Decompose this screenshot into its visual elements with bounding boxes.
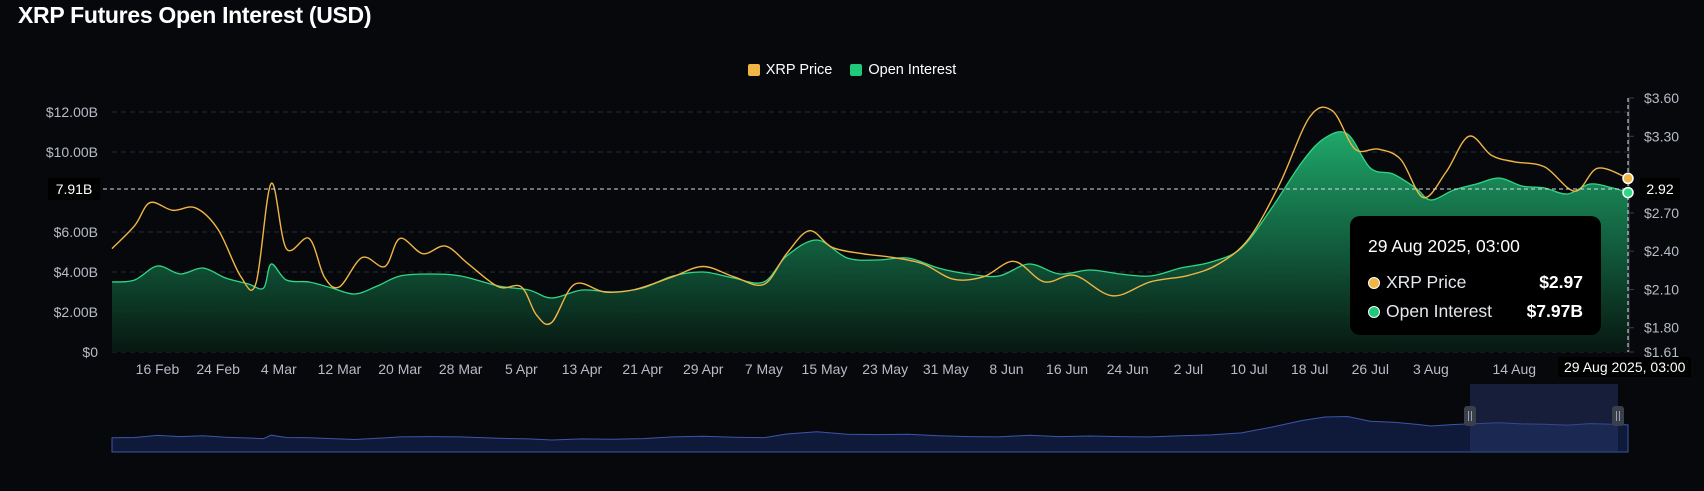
tooltip-value-open-interest: $7.97B	[1526, 301, 1583, 321]
crosshair-x-label: 29 Aug 2025, 03:00	[1558, 357, 1692, 377]
xrp-price-line	[111, 106, 1629, 326]
x-tick-label: 28 Mar	[439, 361, 483, 377]
y-left-tick-label: $4.00B	[54, 264, 98, 280]
navigator-handle-left[interactable]	[1464, 406, 1476, 426]
y-left-tick-label: $10.00B	[46, 144, 98, 160]
y-left-tick-label: $0	[82, 344, 98, 360]
x-tick-label: 29 Apr	[683, 361, 724, 377]
crosshair-right-value: 2.92	[1646, 181, 1673, 197]
legend-label-open-interest: Open Interest	[868, 62, 957, 78]
y-right-tick-label: $2.40	[1644, 243, 1679, 259]
x-tick-label: 24 Feb	[196, 361, 240, 377]
tooltip-label-price: XRP Price	[1386, 272, 1467, 292]
x-axis: 16 Feb 24 Feb 4 Mar 12 Mar 20 Mar 28 Mar 5 Apr…	[136, 361, 1536, 377]
crosshair: 7.91B 2.92	[48, 98, 1680, 352]
tooltip-row-open-interest: Open Interest $7.97B	[1368, 301, 1583, 322]
x-tick-label: 31 May	[923, 361, 969, 377]
crosshair-left-value: 7.91B	[56, 181, 93, 197]
legend-item-price[interactable]: XRP Price	[747, 62, 833, 78]
x-tick-label: 16 Feb	[136, 361, 180, 377]
x-tick-label: 7 May	[745, 361, 783, 377]
tooltip-dot-price	[1368, 276, 1380, 289]
x-tick-label: 15 May	[802, 361, 848, 377]
y-right-tick-label: $3.60	[1644, 90, 1679, 106]
open-interest-hover-marker	[1622, 186, 1634, 199]
legend-item-open-interest[interactable]: Open Interest	[850, 62, 956, 78]
y-left-tick-label: $6.00B	[54, 224, 98, 240]
y-axis-right: $1.61 $1.80 $2.10 $2.40 $2.70 $3.30 $3.60	[1628, 90, 1679, 360]
y-left-tick-label: $12.00B	[46, 104, 98, 120]
y-right-tick-label: $3.30	[1644, 128, 1679, 144]
navigator-area	[111, 415, 1629, 453]
tooltip-date: 29 Aug 2025, 03:00	[1368, 236, 1520, 256]
x-tick-label: 23 May	[862, 361, 908, 377]
x-tick-label: 14 Aug	[1492, 361, 1536, 377]
x-tick-label: 24 Jun	[1107, 361, 1149, 377]
x-tick-label: 18 Jul	[1291, 361, 1328, 377]
y-right-tick-label: $2.10	[1644, 281, 1679, 297]
price-hover-marker	[1622, 172, 1634, 185]
y-right-tick-label: $1.61	[1644, 344, 1679, 360]
x-tick-label: 20 Mar	[378, 361, 422, 377]
x-tick-label: 13 Apr	[562, 361, 603, 377]
tooltip-row-price: XRP Price $2.97	[1368, 272, 1583, 293]
y-right-tick-label: $1.80	[1644, 320, 1679, 336]
x-tick-label: 21 Apr	[622, 361, 663, 377]
tooltip-dot-open-interest	[1368, 305, 1380, 318]
x-tick-label: 26 Jul	[1352, 361, 1389, 377]
x-tick-label: 16 Jun	[1046, 361, 1088, 377]
y-right-tick-label: $2.70	[1644, 205, 1679, 221]
chart-title: XRP Futures Open Interest (USD)	[18, 2, 372, 28]
x-tick-label: 12 Mar	[318, 361, 362, 377]
legend-swatch-price	[747, 64, 760, 76]
x-tick-label: 3 Aug	[1413, 361, 1449, 377]
x-tick-label: 5 Apr	[505, 361, 538, 377]
open-interest-area	[112, 131, 1628, 352]
navigator[interactable]	[111, 384, 1629, 453]
x-tick-label: 10 Jul	[1230, 361, 1267, 377]
x-tick-label: 4 Mar	[261, 361, 297, 377]
legend-swatch-open-interest	[850, 64, 863, 76]
tooltip-label-open-interest: Open Interest	[1386, 301, 1493, 321]
crosshair-right-badge	[1640, 178, 1680, 200]
x-tick-label: 8 Jun	[989, 361, 1023, 377]
tooltip: 29 Aug 2025, 03:00 XRP Price $2.97 Open …	[1350, 216, 1601, 335]
navigator-handle-right[interactable]	[1612, 406, 1624, 426]
y-left-tick-label: $2.00B	[54, 304, 98, 320]
crosshair-left-badge	[48, 178, 100, 200]
navigator-selection	[1470, 384, 1618, 452]
x-tick-label: 2 Jul	[1174, 361, 1204, 377]
legend-label-price: XRP Price	[765, 62, 833, 78]
legend: XRP Price Open Interest	[0, 62, 1704, 78]
tooltip-value-price: $2.97	[1539, 272, 1583, 292]
y-axis-left: $0 $2.00B $4.00B $6.00B $10.00B $12.00B	[46, 104, 98, 360]
open-interest-line	[111, 131, 1629, 299]
series-group	[111, 106, 1629, 352]
